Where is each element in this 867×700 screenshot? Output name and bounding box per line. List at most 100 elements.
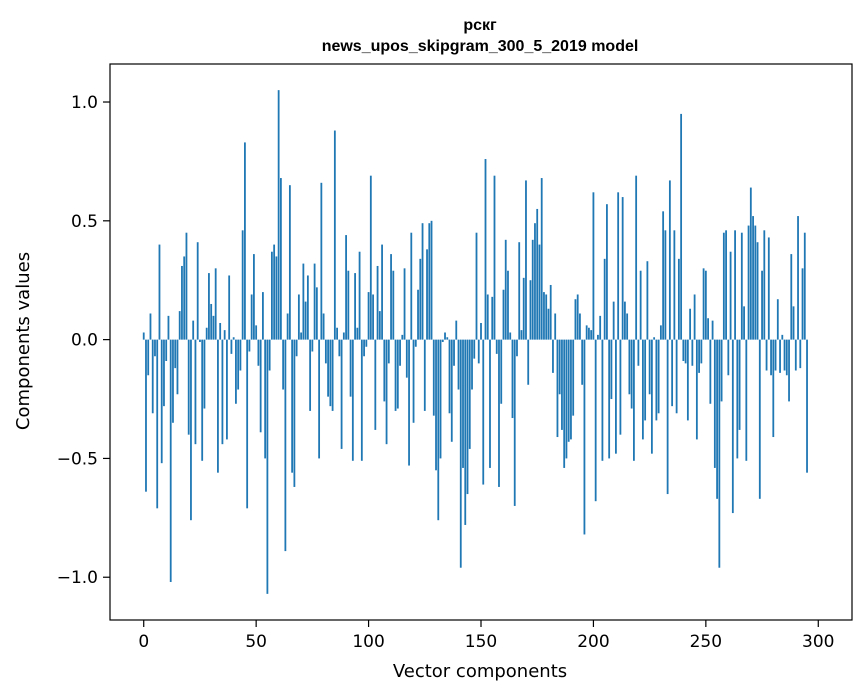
bar bbox=[797, 216, 799, 340]
bar bbox=[214, 268, 217, 340]
bar bbox=[309, 339, 312, 411]
bar bbox=[154, 339, 156, 357]
bar bbox=[677, 258, 680, 340]
bar bbox=[145, 339, 147, 492]
bar bbox=[668, 180, 671, 340]
bar bbox=[509, 332, 512, 340]
bar bbox=[675, 339, 678, 414]
bar bbox=[752, 216, 754, 340]
bar bbox=[435, 339, 437, 471]
bar bbox=[302, 263, 305, 340]
bar bbox=[318, 339, 321, 459]
bar bbox=[282, 339, 285, 390]
bar bbox=[592, 192, 595, 340]
bar bbox=[659, 325, 662, 340]
chart-title-line1: рскг bbox=[463, 17, 497, 34]
bar bbox=[259, 339, 262, 433]
bar bbox=[549, 284, 552, 340]
bar bbox=[738, 339, 741, 430]
bar bbox=[761, 270, 763, 340]
bar bbox=[275, 256, 278, 340]
bar bbox=[650, 339, 653, 454]
bar bbox=[583, 339, 586, 535]
y-tick-label: −1.0 bbox=[57, 568, 98, 588]
y-tick-label: −0.5 bbox=[57, 449, 98, 469]
bar bbox=[621, 197, 624, 340]
bar bbox=[270, 251, 273, 340]
bar bbox=[354, 273, 356, 340]
y-tick-label: 1.0 bbox=[71, 93, 98, 113]
bar bbox=[315, 287, 318, 340]
bar bbox=[664, 230, 667, 340]
plot-frame bbox=[109, 63, 853, 621]
bar bbox=[421, 223, 424, 340]
bar bbox=[543, 292, 545, 340]
bar bbox=[745, 339, 748, 461]
bar bbox=[464, 339, 467, 525]
bar bbox=[635, 175, 638, 340]
bar bbox=[273, 244, 276, 340]
bar bbox=[462, 339, 464, 468]
bar bbox=[439, 339, 442, 459]
bar bbox=[401, 334, 404, 340]
bar bbox=[511, 339, 514, 419]
bar bbox=[293, 339, 296, 487]
x-tick-label: 150 bbox=[465, 632, 497, 652]
bar bbox=[534, 223, 536, 340]
x-tick-label: 50 bbox=[245, 632, 267, 652]
bar bbox=[223, 330, 226, 340]
bar bbox=[680, 113, 683, 340]
bar bbox=[626, 313, 629, 340]
bar bbox=[545, 294, 548, 340]
bar bbox=[698, 339, 700, 373]
bar bbox=[507, 270, 509, 340]
bar bbox=[385, 339, 388, 445]
bar bbox=[493, 175, 496, 340]
y-tick-label: 0.0 bbox=[71, 331, 98, 351]
bar bbox=[581, 339, 584, 385]
bar bbox=[237, 339, 240, 390]
bar bbox=[264, 339, 267, 459]
bar bbox=[327, 339, 329, 397]
bar bbox=[363, 339, 365, 357]
bar bbox=[689, 308, 692, 340]
bar bbox=[615, 339, 617, 454]
bar bbox=[770, 339, 772, 376]
bar bbox=[185, 232, 188, 340]
bar bbox=[347, 270, 350, 340]
bar bbox=[628, 339, 631, 395]
bar bbox=[639, 270, 642, 340]
bar bbox=[707, 318, 709, 340]
bar bbox=[727, 339, 730, 376]
bar bbox=[565, 339, 568, 459]
bar bbox=[803, 232, 806, 340]
bar bbox=[444, 332, 446, 340]
bar bbox=[518, 242, 521, 340]
bar bbox=[489, 339, 491, 468]
bar bbox=[253, 254, 255, 340]
bar bbox=[369, 175, 372, 340]
bar bbox=[552, 339, 554, 373]
bar bbox=[297, 294, 300, 340]
bar bbox=[475, 232, 478, 340]
bar bbox=[477, 339, 480, 364]
bar bbox=[729, 251, 732, 340]
bar bbox=[682, 339, 685, 361]
bar bbox=[776, 299, 779, 340]
bar bbox=[695, 339, 698, 440]
bar bbox=[268, 339, 271, 371]
x-tick-label: 100 bbox=[352, 632, 384, 652]
bar bbox=[284, 339, 287, 552]
bar bbox=[754, 225, 757, 340]
bar bbox=[320, 182, 323, 340]
bar bbox=[491, 296, 494, 340]
bar bbox=[228, 275, 231, 340]
bar bbox=[722, 232, 725, 340]
bar bbox=[606, 204, 608, 340]
bar bbox=[641, 339, 644, 440]
bar bbox=[219, 322, 222, 340]
bar bbox=[599, 315, 602, 340]
bar bbox=[203, 339, 206, 409]
bar bbox=[313, 263, 316, 340]
